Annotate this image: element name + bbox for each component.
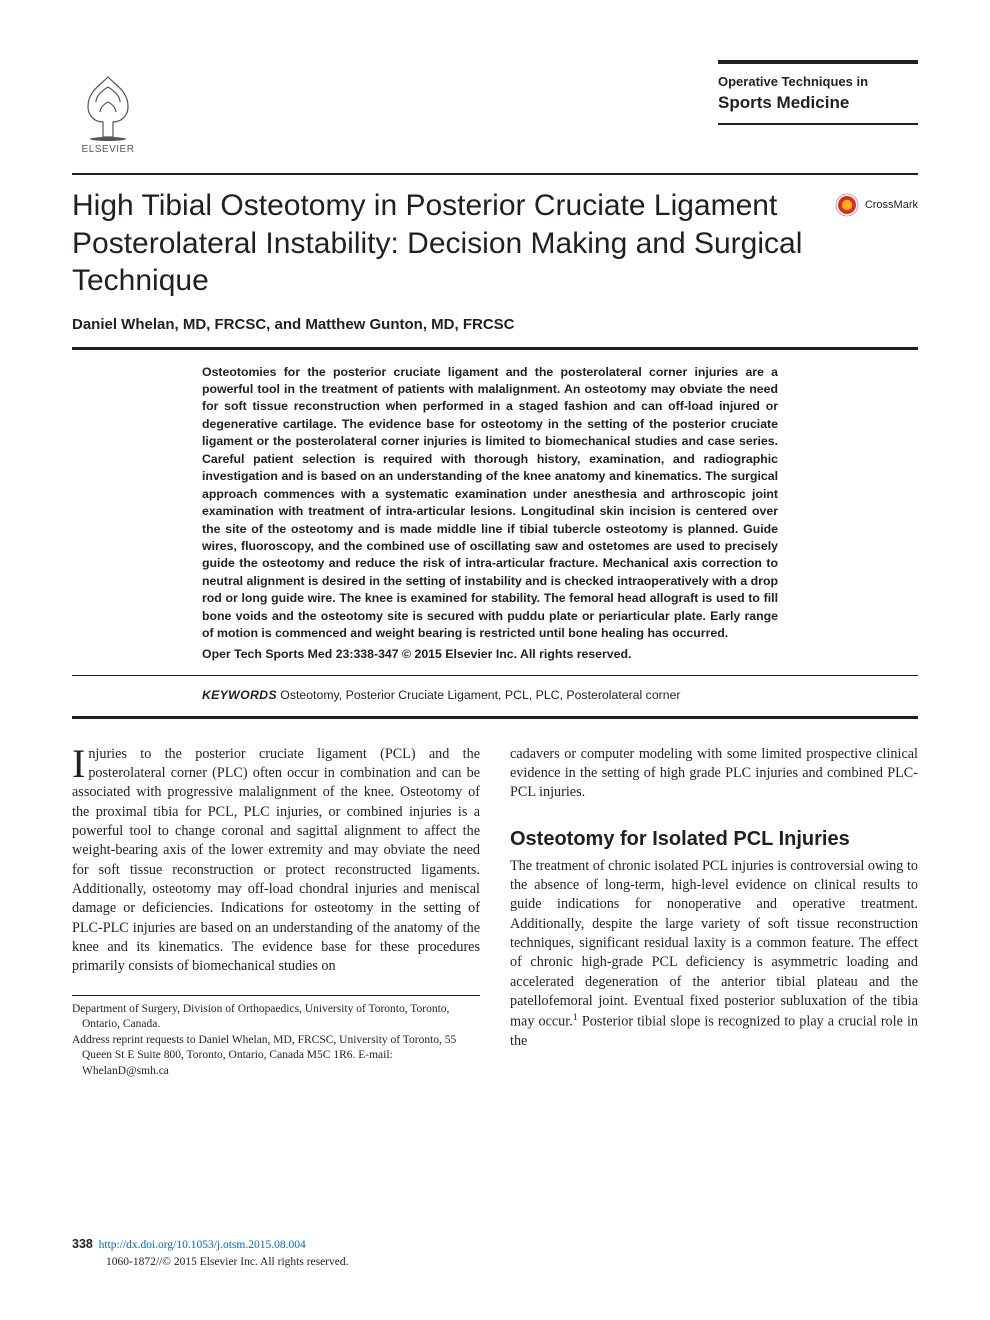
publisher-logo-box: ELSEVIER bbox=[72, 60, 144, 155]
abstract-block: Osteotomies for the posterior cruciate l… bbox=[202, 364, 778, 661]
left-column: Injuries to the posterior cruciate ligam… bbox=[72, 745, 480, 1079]
article-title: High Tibial Osteotomy in Posterior Cruci… bbox=[72, 187, 811, 300]
doi-link[interactable]: http://dx.doi.org/10.1053/j.otsm.2015.08… bbox=[99, 1239, 306, 1251]
body-columns: Injuries to the posterior cruciate ligam… bbox=[72, 745, 918, 1079]
page-number: 338 bbox=[72, 1237, 93, 1251]
affiliation-footnote: Department of Surgery, Division of Ortho… bbox=[72, 1002, 480, 1033]
journal-rule-bottom bbox=[718, 123, 918, 125]
journal-name-line1: Operative Techniques in bbox=[718, 74, 918, 89]
rule-after-keywords bbox=[72, 716, 918, 719]
right-col-continuation: cadavers or computer modeling with some … bbox=[510, 745, 918, 803]
citation-line: Oper Tech Sports Med 23:338-347 © 2015 E… bbox=[202, 647, 778, 661]
page-footer: 338 http://dx.doi.org/10.1053/j.otsm.201… bbox=[72, 1236, 349, 1270]
section-text-a: The treatment of chronic isolated PCL in… bbox=[510, 858, 918, 1030]
copyright-line: 1060-1872//© 2015 Elsevier Inc. All righ… bbox=[106, 1254, 349, 1270]
intro-text: njuries to the posterior cruciate ligame… bbox=[72, 746, 480, 974]
dropcap: I bbox=[72, 745, 88, 781]
keywords-block: KEYWORDS Osteotomy, Posterior Cruciate L… bbox=[202, 688, 778, 702]
footnotes-block: Department of Surgery, Division of Ortho… bbox=[72, 995, 480, 1080]
journal-name-line2: Sports Medicine bbox=[718, 93, 918, 113]
crossmark-badge[interactable]: CrossMark bbox=[835, 193, 918, 217]
rule-after-authors bbox=[72, 347, 918, 350]
publisher-name: ELSEVIER bbox=[82, 144, 135, 155]
author-line: Daniel Whelan, MD, FRCSC, and Matthew Gu… bbox=[72, 316, 918, 333]
crossmark-icon bbox=[835, 193, 859, 217]
title-row: High Tibial Osteotomy in Posterior Cruci… bbox=[72, 173, 918, 300]
crossmark-label: CrossMark bbox=[865, 199, 918, 211]
keywords-label: KEYWORDS bbox=[202, 688, 277, 702]
journal-rule-top bbox=[718, 60, 918, 64]
header-bar: ELSEVIER Operative Techniques in Sports … bbox=[72, 60, 918, 155]
correspondence-footnote: Address reprint requests to Daniel Whela… bbox=[72, 1033, 480, 1080]
elsevier-tree-icon bbox=[78, 72, 138, 142]
intro-paragraph: Injuries to the posterior cruciate ligam… bbox=[72, 745, 480, 977]
section-heading-osteotomy: Osteotomy for Isolated PCL Injuries bbox=[510, 827, 918, 851]
section-paragraph: The treatment of chronic isolated PCL in… bbox=[510, 857, 918, 1052]
rule-before-keywords bbox=[72, 675, 918, 676]
abstract-text: Osteotomies for the posterior cruciate l… bbox=[202, 364, 778, 643]
journal-title-box: Operative Techniques in Sports Medicine bbox=[718, 60, 918, 125]
keywords-values: Osteotomy, Posterior Cruciate Ligament, … bbox=[280, 688, 680, 702]
right-column: cadavers or computer modeling with some … bbox=[510, 745, 918, 1079]
keywords-text: Osteotomy, Posterior Cruciate Ligament, … bbox=[280, 688, 680, 702]
